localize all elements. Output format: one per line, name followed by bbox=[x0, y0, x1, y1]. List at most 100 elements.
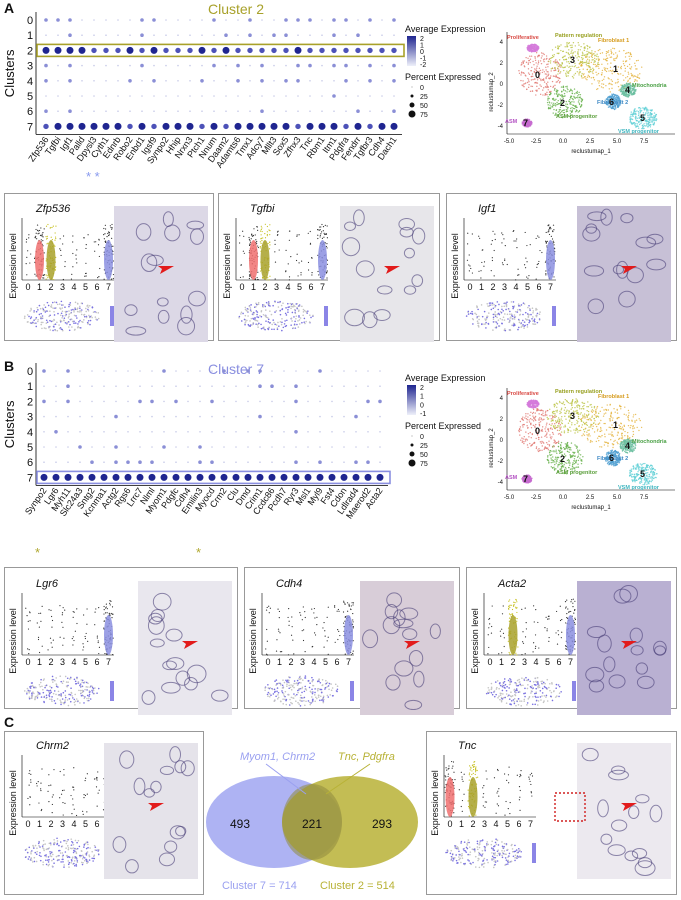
dot-Cdon-4 bbox=[343, 431, 345, 433]
avg-expression-label: Average Expression bbox=[405, 24, 485, 34]
dot-Ednrb-3 bbox=[117, 64, 119, 67]
dot-Cdon-3 bbox=[343, 415, 345, 418]
dot-Cdh4-5 bbox=[381, 95, 383, 97]
dot-Dach1-0 bbox=[392, 18, 396, 22]
dot-Sox5-2 bbox=[283, 47, 289, 54]
dot-Dmd-2 bbox=[247, 400, 249, 403]
dot-Cyth1-4 bbox=[105, 80, 107, 82]
panel-b-asterisk-1: * bbox=[35, 545, 40, 560]
violin-xtick-Chrm2-2: 2 bbox=[48, 819, 53, 829]
violin-xtick-Cdh4-1: 1 bbox=[277, 657, 282, 667]
dot-Acta2-6 bbox=[379, 461, 381, 463]
dot-Emilin3-2 bbox=[199, 400, 201, 403]
red-arrow-Lgr6 bbox=[182, 641, 198, 649]
dot-Fst4-4 bbox=[331, 431, 333, 433]
expression-level-label-Zfp536: Expression level bbox=[8, 233, 18, 299]
dot-Palld-7 bbox=[78, 122, 86, 130]
dot-Enbd1-0 bbox=[140, 18, 144, 22]
pct-tick-50: 50 bbox=[420, 103, 428, 110]
dot-Msl1-7 bbox=[304, 473, 312, 481]
pct-tick-25: 25 bbox=[420, 443, 428, 450]
dot-Slc24a3-2 bbox=[79, 400, 81, 403]
expression-level-label-Lgr6: Expression level bbox=[8, 608, 18, 674]
dot-Actg2-6 bbox=[114, 460, 118, 464]
dot-Mllt3-3 bbox=[273, 64, 275, 67]
dot-Tmx1-7 bbox=[246, 122, 254, 130]
umap-points bbox=[518, 41, 658, 130]
umap-x-label: reclustumap_1 bbox=[571, 505, 611, 511]
dot-Robo2-6 bbox=[129, 110, 131, 112]
dot-Daam2-6 bbox=[225, 110, 227, 112]
dot-Crm2-7 bbox=[220, 473, 228, 481]
dot-Cdh4-3 bbox=[381, 64, 383, 67]
dot-Zfp536-2 bbox=[42, 46, 50, 54]
dot-Crim1-0 bbox=[258, 369, 262, 373]
dot-Cdh4-5 bbox=[187, 446, 189, 448]
dot-Pcdh7-2 bbox=[283, 400, 285, 403]
violin-xtick-Chrm2-3: 3 bbox=[60, 819, 65, 829]
dot-Crim1-5 bbox=[259, 446, 261, 448]
avg-tick-4: -2 bbox=[420, 62, 426, 69]
dot-Lgr6-1 bbox=[55, 385, 57, 387]
umap-xtick-3: 2.5 bbox=[586, 139, 595, 145]
highlight-box bbox=[36, 43, 405, 58]
dot-Tmx1-5 bbox=[249, 95, 251, 97]
dot-Pdgfra-7 bbox=[343, 123, 349, 130]
dot-Tnc-0 bbox=[308, 18, 312, 22]
feature-umap-Lgr6 bbox=[23, 675, 100, 707]
dot-Dpysl3-5 bbox=[93, 95, 95, 97]
dot-Lgr6-3 bbox=[55, 415, 57, 418]
dot-Zfhx3-0 bbox=[296, 18, 300, 22]
violin-xtick-Cdh4-2: 2 bbox=[288, 657, 293, 667]
violin-xtick-Igf1-2: 2 bbox=[490, 282, 495, 292]
dot-Palld-3 bbox=[81, 64, 83, 67]
dot-Sox5-7 bbox=[282, 122, 290, 130]
dot-Nnum-6 bbox=[213, 110, 215, 112]
dot-Pcdh7-6 bbox=[283, 461, 285, 463]
umap-cluster-1: 1 bbox=[613, 420, 618, 430]
umap-label-pattern: Pattern regulation bbox=[555, 33, 603, 39]
dot-Tgfbi-7 bbox=[54, 122, 62, 130]
panel-b-dotplot: 01234567ClustersSynpo2Lgr6Myh11Slc24a3Sn… bbox=[2, 363, 485, 560]
dot-Mllt3-5 bbox=[273, 95, 275, 97]
dot-Tgfbr3-5 bbox=[369, 95, 371, 97]
umap-ytick-0: 4 bbox=[500, 40, 504, 46]
dot-Cyth1-3 bbox=[105, 64, 107, 67]
dot-Dmd-1 bbox=[247, 385, 249, 387]
umap-label-fibro2: Fibroblast 2 bbox=[597, 100, 628, 106]
violin-xtick-Tnc-5: 5 bbox=[505, 819, 510, 829]
feature-umap-Acta2 bbox=[485, 676, 562, 707]
avg-expression-label: Average Expression bbox=[405, 373, 485, 383]
expression-level-label-Chrm2: Expression level bbox=[8, 770, 18, 836]
dot-Myom1-4 bbox=[163, 431, 165, 433]
dot-Igsf9-0 bbox=[152, 18, 156, 22]
pct-expressed-label: Percent Expressed bbox=[405, 421, 481, 431]
micrograph-Tgfbi bbox=[340, 206, 434, 342]
violin-xtick-Tnc-1: 1 bbox=[459, 819, 464, 829]
dot-Rgs6-3 bbox=[127, 415, 129, 418]
dot-Mllt3-0 bbox=[273, 19, 275, 21]
panel-a-umap: -5.0 -2.5 0.0 2.5 5.0 7.5 4 2 0 -2 -4 reclustumap_1… bbox=[489, 32, 675, 155]
violin-xtick-Cdh4-3: 3 bbox=[300, 657, 305, 667]
dot-Myom1-5 bbox=[162, 445, 166, 449]
venn-left-pointer bbox=[265, 763, 307, 795]
dot-Cdh4-2 bbox=[379, 47, 385, 54]
clusters-axis-label: Clusters bbox=[2, 49, 17, 97]
dot-Tgfbr3-3 bbox=[368, 63, 372, 68]
dot-Itm1-3 bbox=[332, 63, 336, 68]
dot-Synpo2-2 bbox=[163, 47, 169, 54]
dot-Ryr3-2 bbox=[294, 399, 298, 404]
umap-cluster-6: 6 bbox=[609, 97, 614, 107]
dot-Myom1-2 bbox=[163, 400, 165, 403]
dot-Synpo2-4 bbox=[165, 80, 167, 82]
dot-Synpo2-3 bbox=[43, 415, 45, 418]
dot-Cdon-5 bbox=[343, 446, 345, 448]
dot-Sntg2-5 bbox=[91, 446, 93, 448]
dot-Emilin3-3 bbox=[199, 415, 201, 418]
violin-Igf1-7 bbox=[546, 240, 555, 280]
dot-Clu-4 bbox=[235, 431, 237, 433]
dot-Crim1-3 bbox=[258, 414, 262, 419]
highlight-box bbox=[36, 470, 391, 485]
dot-Kcnma1-1 bbox=[103, 385, 105, 387]
